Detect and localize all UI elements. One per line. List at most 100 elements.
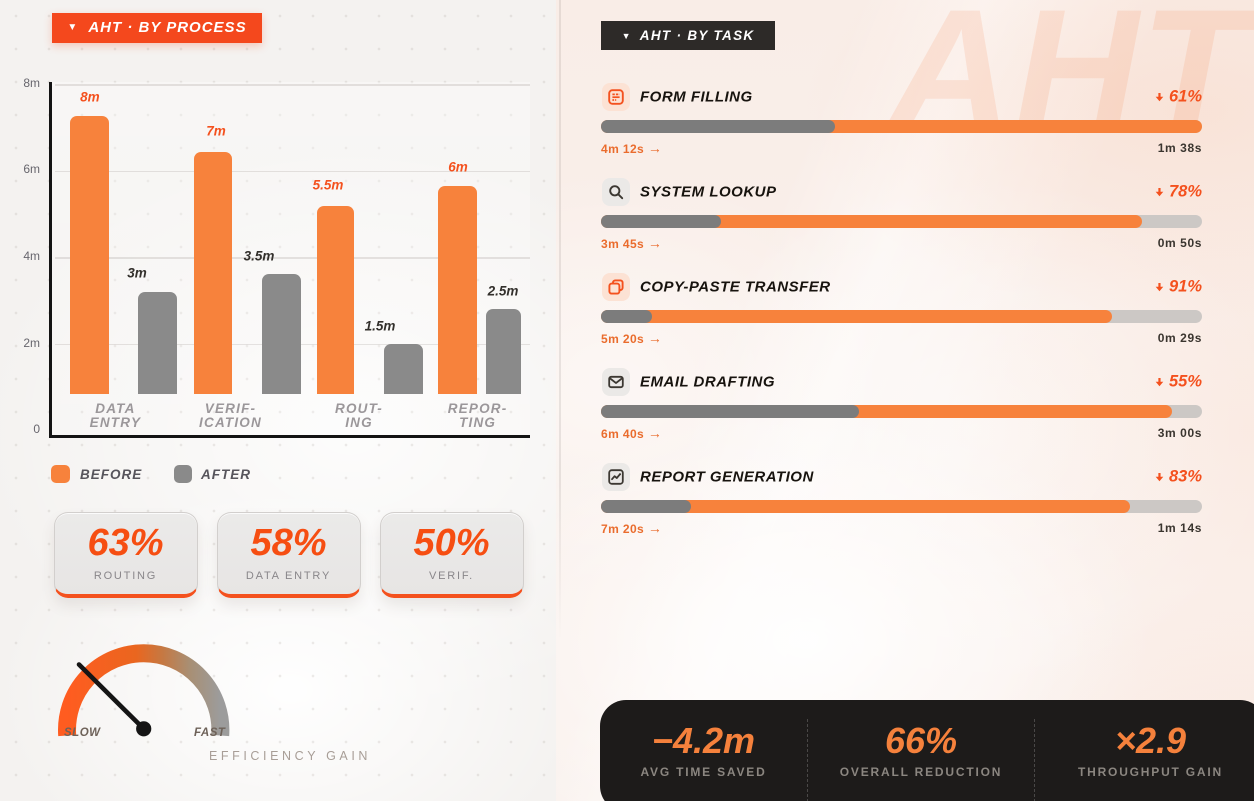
task-reduction-value: 91%	[1168, 277, 1202, 296]
task-progress-before-segment	[601, 120, 836, 133]
arrow-down-icon	[1155, 88, 1169, 107]
task-before-time: 3m 45s →	[601, 234, 663, 251]
y-axis-tick-label: 0	[33, 422, 40, 436]
stat-card-routing: 63% ROUTING	[53, 511, 198, 598]
chart-gridline	[55, 84, 530, 86]
stat-value: −4.2m	[651, 720, 756, 761]
task-progress-after-segment	[601, 500, 1130, 513]
vertical-divider	[559, 0, 561, 640]
report-icon	[601, 463, 630, 491]
task-after-time: 1m 38s	[1157, 140, 1202, 155]
stat-avg-time-saved: −4.2m AVG TIME SAVED	[600, 719, 807, 801]
arrow-right-icon: →	[647, 329, 663, 346]
legend-label: AFTER	[201, 467, 251, 482]
task-reduction-value: 61%	[1168, 87, 1202, 106]
bar-after-4	[485, 309, 522, 394]
task-name: REPORT GENERATION	[640, 468, 814, 486]
search-icon	[601, 178, 630, 206]
bar-before-2	[194, 151, 232, 394]
stat-card-label: VERIF.	[428, 570, 475, 582]
y-axis-tick-label: 8m	[23, 75, 40, 90]
task-before-time: 6m 40s →	[601, 424, 663, 441]
arrow-right-icon: →	[647, 424, 663, 441]
bar-chart: 8m 6m 4m 2m 0 8m 7m 5.5m 6m 3m 3.5m 1.5m 2.5m DATA EN…	[0, 0, 560, 450]
task-reduction-value: 55%	[1168, 372, 1202, 391]
task-progress-before-segment	[601, 215, 722, 228]
task-progress-before-segment	[601, 405, 860, 418]
right-panel-background	[556, 0, 1254, 801]
triangle-down-icon: ▼	[67, 22, 79, 33]
arrow-right-icon: →	[647, 139, 663, 156]
bar-before-1	[69, 116, 109, 394]
stat-card-label: DATA ENTRY	[245, 570, 332, 582]
bar-after-3	[383, 344, 423, 394]
bar-value-label: 5.5m	[312, 177, 344, 192]
gauge-fast-label: FAST	[194, 727, 226, 739]
gauge-needle	[76, 662, 146, 732]
task-before-time: 7m 20s →	[601, 519, 663, 536]
stat-card-value: 50%	[413, 522, 490, 564]
task-after-time: 0m 50s	[1157, 235, 1202, 250]
triangle-down-icon: ▼	[621, 30, 632, 41]
gauge-pivot	[136, 721, 152, 737]
stat-overall-reduction: 66% OVERALL REDUCTION	[807, 719, 1034, 801]
by-process-badge-label: AHT · BY PROCESS	[88, 19, 247, 36]
task-name: COPY-PASTE TRANSFER	[640, 278, 831, 296]
arrow-down-icon	[1155, 468, 1169, 487]
bar-value-label: 6m	[448, 159, 468, 175]
bar-value-label: 3.5m	[243, 248, 275, 264]
arrow-right-icon: →	[647, 234, 663, 251]
task-progress-after-segment	[601, 215, 1142, 228]
gauge-caption: EFFICIENCY GAIN	[208, 749, 372, 763]
task-reduction: 61%	[1155, 88, 1202, 107]
task-progress-after-segment	[601, 310, 1112, 323]
stat-value: ×2.9	[1114, 720, 1187, 761]
x-axis-category-label: ROUT- ING	[335, 401, 383, 430]
y-axis-tick-label: 4m	[23, 249, 40, 263]
stat-card-data-entry: 58% DATA ENTRY	[216, 511, 361, 598]
task-progress-before-segment	[601, 310, 653, 323]
arrow-right-icon: →	[647, 519, 663, 536]
task-reduction: 83%	[1155, 468, 1202, 487]
task-after-time: 3m 00s	[1157, 425, 1202, 440]
gauge-arc	[58, 644, 230, 737]
stat-card-label: ROUTING	[93, 570, 158, 582]
form-icon	[601, 83, 630, 111]
task-after-time: 1m 14s	[1157, 520, 1202, 535]
stat-label: THROUGHPUT GAIN	[1078, 765, 1223, 780]
stat-label: AVG TIME SAVED	[640, 765, 767, 780]
by-task-badge[interactable]: ▼ AHT · BY TASK	[601, 21, 775, 50]
stat-card-verif-: 50% VERIF.	[379, 511, 524, 598]
legend-label: BEFORE	[80, 467, 143, 482]
stat-value: 66%	[884, 720, 958, 761]
bar-value-label: 8m	[80, 89, 100, 105]
summary-stats-panel: −4.2m AVG TIME SAVED 66% OVERALL REDUCTI…	[600, 700, 1254, 801]
stat-card-value: 58%	[250, 522, 327, 564]
copy-icon	[601, 273, 630, 301]
task-name: FORM FILLING	[640, 88, 753, 106]
bar-value-label: 7m	[206, 123, 226, 139]
stat-card-value: 63%	[87, 522, 164, 564]
task-progress-track	[601, 215, 1202, 228]
y-axis-tick-label: 2m	[23, 335, 40, 350]
stat-label: OVERALL REDUCTION	[839, 765, 1003, 780]
task-before-time: 5m 20s →	[601, 329, 663, 346]
task-after-time: 0m 29s	[1157, 330, 1202, 345]
by-process-badge[interactable]: ▼ AHT · BY PROCESS	[52, 12, 262, 43]
task-progress-track	[601, 500, 1202, 513]
by-task-badge-label: AHT · BY TASK	[639, 28, 755, 43]
bar-value-label: 1.5m	[364, 318, 396, 333]
task-reduction-value: 83%	[1168, 467, 1202, 486]
bar-before-3	[316, 206, 355, 394]
bar-before-4	[438, 186, 477, 394]
legend-swatch-after	[173, 464, 192, 483]
arrow-down-icon	[1155, 373, 1169, 392]
x-axis-category-label: REPOR- TING	[447, 401, 508, 430]
arrow-down-icon	[1155, 278, 1169, 297]
bar-after-2	[262, 274, 301, 394]
x-axis-category-label: VERIF- ICATION	[199, 401, 262, 430]
y-axis-tick-label: 6m	[23, 161, 40, 176]
chart-gridline	[55, 257, 530, 259]
task-reduction: 55%	[1155, 373, 1202, 392]
